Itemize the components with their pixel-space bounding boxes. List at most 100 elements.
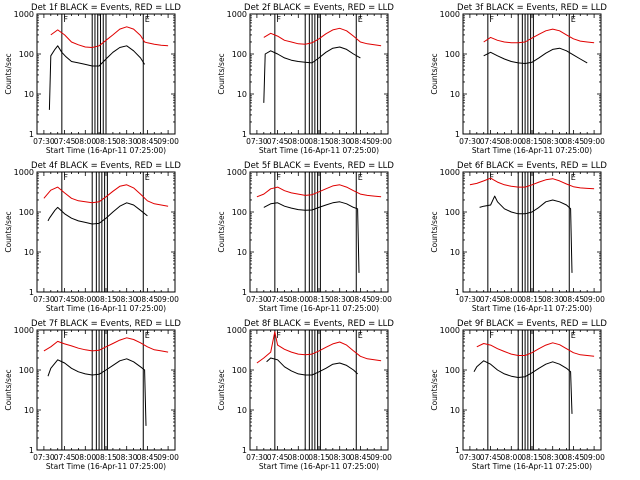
x-axis-label: Start Time (16-Apr-11 07:25:00) xyxy=(259,146,379,155)
x-tick-label: 08:30 xyxy=(542,137,564,146)
x-tick-label: 07:45 xyxy=(267,453,289,462)
y-axis-label: Counts/sec xyxy=(430,211,439,252)
x-tick-label: 07:45 xyxy=(54,453,76,462)
events-series-line xyxy=(47,358,147,426)
event-marker-label: F xyxy=(63,331,68,340)
chart-title: Det 2f BLACK = Events, RED = LLD xyxy=(244,3,394,13)
x-tick-label: 08:15 xyxy=(95,137,117,146)
y-tick-label: 1000 xyxy=(440,326,460,335)
y-tick-label: 1000 xyxy=(14,326,34,335)
x-tick-label: 08:15 xyxy=(521,137,543,146)
y-tick-label: 1000 xyxy=(14,168,34,177)
event-marker-label: E xyxy=(145,173,150,182)
y-tick-label: 100 xyxy=(19,50,34,59)
chart-panel: Det 6f BLACK = Events, RED = LLD 1 10 100 10… xyxy=(430,161,607,313)
x-tick-label: 08:15 xyxy=(95,453,117,462)
events-series-line xyxy=(483,47,588,64)
event-marker-label: F xyxy=(276,15,281,24)
x-tick-label: 09:00 xyxy=(583,137,605,146)
x-tick-label: 08:00 xyxy=(74,137,96,146)
chart-panel: Det 5f BLACK = Events, RED = LLD 1 10 100 10… xyxy=(217,161,394,313)
x-tick-label: 08:45 xyxy=(137,137,159,146)
event-marker-label: F xyxy=(489,331,494,340)
x-tick-label: 07:30 xyxy=(246,453,268,462)
y-tick-label: 1000 xyxy=(440,168,460,177)
x-tick-label: 09:00 xyxy=(157,137,179,146)
y-tick-label: 100 xyxy=(445,208,460,217)
y-tick-label: 1000 xyxy=(227,10,247,19)
event-marker-label: E xyxy=(571,15,576,24)
y-tick-label: 1000 xyxy=(227,168,247,177)
y-tick-label: 1 xyxy=(29,446,34,455)
x-tick-label: 07:45 xyxy=(54,137,76,146)
y-tick-label: 100 xyxy=(232,50,247,59)
y-tick-label: 100 xyxy=(19,366,34,375)
y-tick-label: 1 xyxy=(455,288,460,297)
x-tick-label: 08:45 xyxy=(137,295,159,304)
x-tick-label: 08:00 xyxy=(500,453,522,462)
y-axis-label: Counts/sec xyxy=(4,211,13,252)
x-tick-label: 08:30 xyxy=(542,453,564,462)
x-tick-label: 08:00 xyxy=(500,137,522,146)
y-tick-label: 1000 xyxy=(14,10,34,19)
y-tick-label: 1 xyxy=(29,288,34,297)
x-tick-label: 08:15 xyxy=(308,137,330,146)
x-tick-label: 08:15 xyxy=(521,295,543,304)
event-marker-label: F xyxy=(489,173,494,182)
plot-frame xyxy=(249,13,389,135)
x-tick-label: 07:30 xyxy=(246,137,268,146)
chart-title: Det 3f BLACK = Events, RED = LLD xyxy=(457,3,607,13)
event-marker-label: F xyxy=(63,173,68,182)
chart-title: Det 4f BLACK = Events, RED = LLD xyxy=(31,161,181,171)
x-tick-label: 09:00 xyxy=(583,295,605,304)
y-tick-label: 100 xyxy=(19,208,34,217)
chart-title: Det 6f BLACK = Events, RED = LLD xyxy=(457,161,607,171)
chart-panel: Det 1f BLACK = Events, RED = LLD 1 10 100 10… xyxy=(4,3,181,155)
x-tick-label: 07:30 xyxy=(33,295,55,304)
lld-series-line xyxy=(256,331,382,364)
x-tick-label: 09:00 xyxy=(157,453,179,462)
x-tick-label: 08:45 xyxy=(350,453,372,462)
chart-panel: Det 7f BLACK = Events, RED = LLD 1 10 100 10… xyxy=(4,319,181,471)
events-series-line xyxy=(263,201,360,273)
x-axis-label: Start Time (16-Apr-11 07:25:00) xyxy=(46,462,166,471)
x-tick-label: 07:45 xyxy=(480,453,502,462)
chart-panel: Det 2f BLACK = Events, RED = LLD 1 10 100 10… xyxy=(217,3,394,155)
y-tick-label: 10 xyxy=(24,248,34,257)
event-marker-label: E xyxy=(571,173,576,182)
y-tick-label: 1 xyxy=(242,446,247,455)
x-tick-label: 09:00 xyxy=(370,453,392,462)
event-marker-label: E xyxy=(358,331,363,340)
y-tick-label: 1000 xyxy=(227,326,247,335)
chart-title: Det 8f BLACK = Events, RED = LLD xyxy=(244,319,394,329)
event-marker-label: F xyxy=(276,173,281,182)
y-tick-label: 1 xyxy=(455,130,460,139)
x-tick-label: 08:15 xyxy=(95,295,117,304)
chart-title: Det 1f BLACK = Events, RED = LLD xyxy=(31,3,181,13)
x-axis-label: Start Time (16-Apr-11 07:25:00) xyxy=(259,304,379,313)
y-axis-label: Counts/sec xyxy=(217,211,226,252)
plot-frame xyxy=(36,171,176,293)
event-marker-label: F xyxy=(63,15,68,24)
x-tick-label: 09:00 xyxy=(370,295,392,304)
x-tick-label: 08:00 xyxy=(74,295,96,304)
plot-frame xyxy=(249,171,389,293)
x-tick-label: 08:30 xyxy=(329,453,351,462)
event-marker-label: F xyxy=(489,15,494,24)
chart-panel: Det 9f BLACK = Events, RED = LLD 1 10 100 10… xyxy=(430,319,607,471)
x-tick-label: 08:00 xyxy=(287,453,309,462)
y-tick-label: 1000 xyxy=(440,10,460,19)
x-tick-label: 08:45 xyxy=(563,453,585,462)
x-tick-label: 08:30 xyxy=(116,137,138,146)
events-series-line xyxy=(479,195,573,273)
x-tick-label: 08:00 xyxy=(287,295,309,304)
y-tick-label: 100 xyxy=(445,366,460,375)
x-tick-label: 07:30 xyxy=(459,137,481,146)
x-tick-label: 07:45 xyxy=(54,295,76,304)
plot-frame xyxy=(462,13,602,135)
y-tick-label: 100 xyxy=(232,208,247,217)
x-axis-label: Start Time (16-Apr-11 07:25:00) xyxy=(472,462,592,471)
x-tick-label: 07:30 xyxy=(33,137,55,146)
event-marker-label: E xyxy=(145,15,150,24)
